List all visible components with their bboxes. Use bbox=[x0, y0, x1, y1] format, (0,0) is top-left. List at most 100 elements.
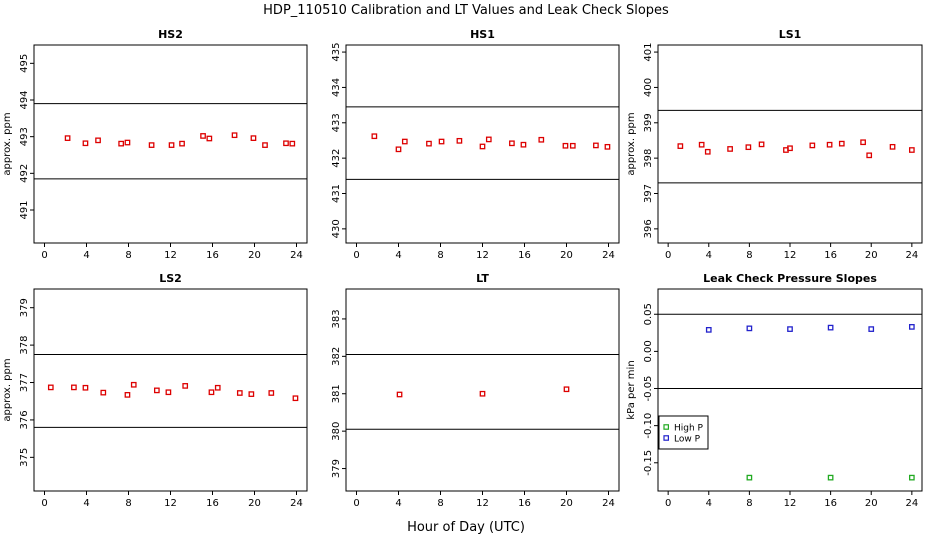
data-point bbox=[82, 140, 89, 147]
data-point bbox=[208, 389, 215, 396]
panel-2: LS1 0 4 8 12 16 20 24 396 397 398 399 400 401 approx. … bbox=[626, 28, 923, 261]
data-point bbox=[826, 141, 833, 148]
x-tick-label: 12 bbox=[164, 498, 177, 509]
data-point bbox=[200, 133, 206, 139]
x-tick-label: 0 bbox=[41, 250, 47, 261]
data-point bbox=[153, 387, 160, 394]
data-point bbox=[889, 143, 896, 150]
x-tick-label: 20 bbox=[248, 498, 261, 509]
plot-frame bbox=[345, 288, 620, 492]
plot-frame bbox=[33, 44, 308, 244]
data-point bbox=[809, 142, 816, 149]
x-tick-label: 8 bbox=[437, 250, 443, 261]
y-tick-label: 435 bbox=[331, 43, 342, 62]
legend-entry: Low P bbox=[674, 434, 701, 444]
x-tick-label: 24 bbox=[905, 498, 918, 509]
legend-entry: High P bbox=[674, 423, 704, 433]
x-tick-label: 24 bbox=[602, 498, 615, 509]
data-point bbox=[396, 391, 403, 398]
data-point bbox=[908, 324, 915, 330]
data-point bbox=[745, 144, 752, 151]
y-tick-label: 401 bbox=[643, 43, 654, 62]
x-tick-label: 20 bbox=[865, 498, 878, 509]
x-tick-label: 4 bbox=[395, 498, 401, 509]
figure-title: HDP_110510 Calibration and LT Values and… bbox=[263, 3, 669, 18]
y-tick-label: 430 bbox=[331, 219, 342, 238]
data-point bbox=[231, 132, 238, 139]
x-tick-label: 0 bbox=[665, 250, 671, 261]
panel-title: LS1 bbox=[779, 28, 802, 41]
plot-frame bbox=[657, 288, 923, 492]
x-tick-label: 16 bbox=[206, 250, 219, 261]
x-tick-label: 12 bbox=[476, 498, 489, 509]
x-tick-label: 12 bbox=[784, 250, 797, 261]
y-tick-label: 380 bbox=[331, 422, 342, 441]
x-tick-label: 24 bbox=[602, 250, 615, 261]
x-tick-label: 20 bbox=[248, 250, 261, 261]
data-point bbox=[148, 142, 155, 148]
x-tick-label: 4 bbox=[83, 498, 89, 509]
y-tick-label: 375 bbox=[19, 448, 30, 467]
data-point bbox=[100, 389, 107, 396]
data-point bbox=[371, 133, 378, 140]
x-tick-label: 12 bbox=[164, 250, 177, 261]
data-point bbox=[124, 139, 131, 146]
y-tick-label: 382 bbox=[331, 347, 342, 366]
y-tick-label: 494 bbox=[19, 90, 30, 109]
x-tick-label: 4 bbox=[395, 250, 401, 261]
y-tick-label: 495 bbox=[19, 54, 30, 73]
x-tick-label: 20 bbox=[865, 250, 878, 261]
x-tick-label: 16 bbox=[824, 498, 837, 509]
data-point bbox=[838, 140, 845, 147]
data-point bbox=[593, 142, 599, 149]
y-tick-label: 378 bbox=[19, 336, 30, 355]
data-point bbox=[868, 326, 875, 332]
data-point bbox=[206, 135, 213, 142]
data-point bbox=[438, 138, 445, 145]
data-point bbox=[704, 148, 711, 155]
y-tick-label: 398 bbox=[643, 149, 654, 168]
data-point bbox=[827, 474, 834, 481]
data-point bbox=[866, 152, 873, 159]
x-tick-label: 8 bbox=[125, 250, 131, 261]
y-tick-label: -0.15 bbox=[643, 450, 654, 476]
data-point bbox=[64, 135, 71, 141]
x-tick-label: 20 bbox=[560, 250, 573, 261]
data-point bbox=[168, 142, 175, 148]
y-tick-label: 376 bbox=[19, 410, 30, 429]
y-tick-label: 493 bbox=[19, 127, 30, 146]
y-tick-label: 432 bbox=[331, 149, 342, 168]
y-tick-label: 491 bbox=[19, 200, 30, 219]
panel-title: HS2 bbox=[158, 28, 183, 41]
data-point bbox=[520, 141, 527, 148]
data-point bbox=[787, 145, 793, 152]
data-point bbox=[268, 390, 275, 396]
data-point bbox=[292, 395, 299, 402]
panels: HS2 0 4 8 12 16 20 24 491 492 493 494 495 approx. ppm… bbox=[2, 28, 923, 509]
y-axis-label: approx. ppm bbox=[2, 358, 13, 421]
data-point bbox=[746, 325, 753, 332]
y-tick-label: 396 bbox=[643, 219, 654, 238]
data-point bbox=[82, 384, 89, 391]
data-point bbox=[479, 143, 486, 150]
data-point bbox=[395, 146, 402, 153]
y-tick-label: 379 bbox=[19, 298, 30, 317]
data-point bbox=[485, 136, 492, 143]
y-axis-label: approx. ppm bbox=[626, 112, 637, 175]
data-point bbox=[456, 137, 463, 144]
data-point bbox=[727, 146, 733, 152]
figure-x-axis-label: Hour of Day (UTC) bbox=[407, 520, 525, 535]
x-tick-label: 0 bbox=[665, 498, 671, 509]
data-point bbox=[569, 142, 576, 149]
panel-title: Leak Check Pressure Slopes bbox=[703, 272, 877, 285]
data-point bbox=[95, 137, 101, 144]
data-point bbox=[563, 386, 570, 393]
data-point bbox=[118, 140, 124, 147]
x-tick-label: 8 bbox=[437, 498, 443, 509]
data-point bbox=[248, 391, 255, 397]
data-point bbox=[124, 392, 131, 398]
legend-marker bbox=[663, 424, 670, 430]
x-tick-label: 16 bbox=[518, 250, 531, 261]
data-point bbox=[604, 143, 611, 150]
